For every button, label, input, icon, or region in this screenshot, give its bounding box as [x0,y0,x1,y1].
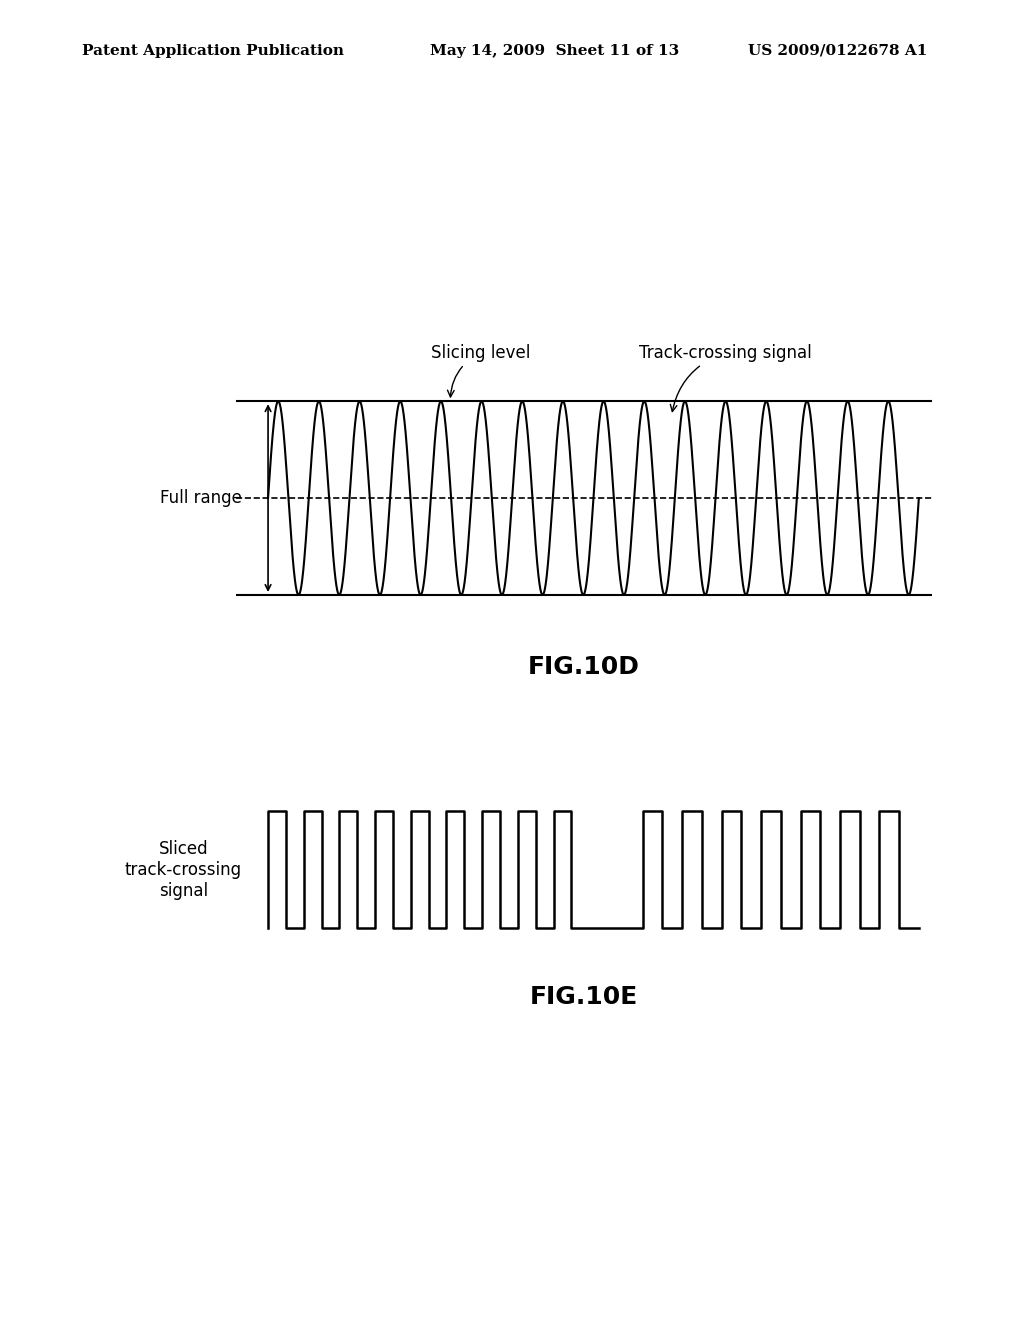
Text: May 14, 2009  Sheet 11 of 13: May 14, 2009 Sheet 11 of 13 [430,44,679,58]
Text: FIG.10D: FIG.10D [527,655,640,678]
Text: US 2009/0122678 A1: US 2009/0122678 A1 [748,44,927,58]
Text: Full range: Full range [160,490,242,507]
Text: Patent Application Publication: Patent Application Publication [82,44,344,58]
Text: Slicing level: Slicing level [431,343,530,397]
Text: Sliced
track-crossing
signal: Sliced track-crossing signal [125,840,242,899]
Text: FIG.10E: FIG.10E [529,985,638,1008]
Text: Track-crossing signal: Track-crossing signal [639,343,812,412]
